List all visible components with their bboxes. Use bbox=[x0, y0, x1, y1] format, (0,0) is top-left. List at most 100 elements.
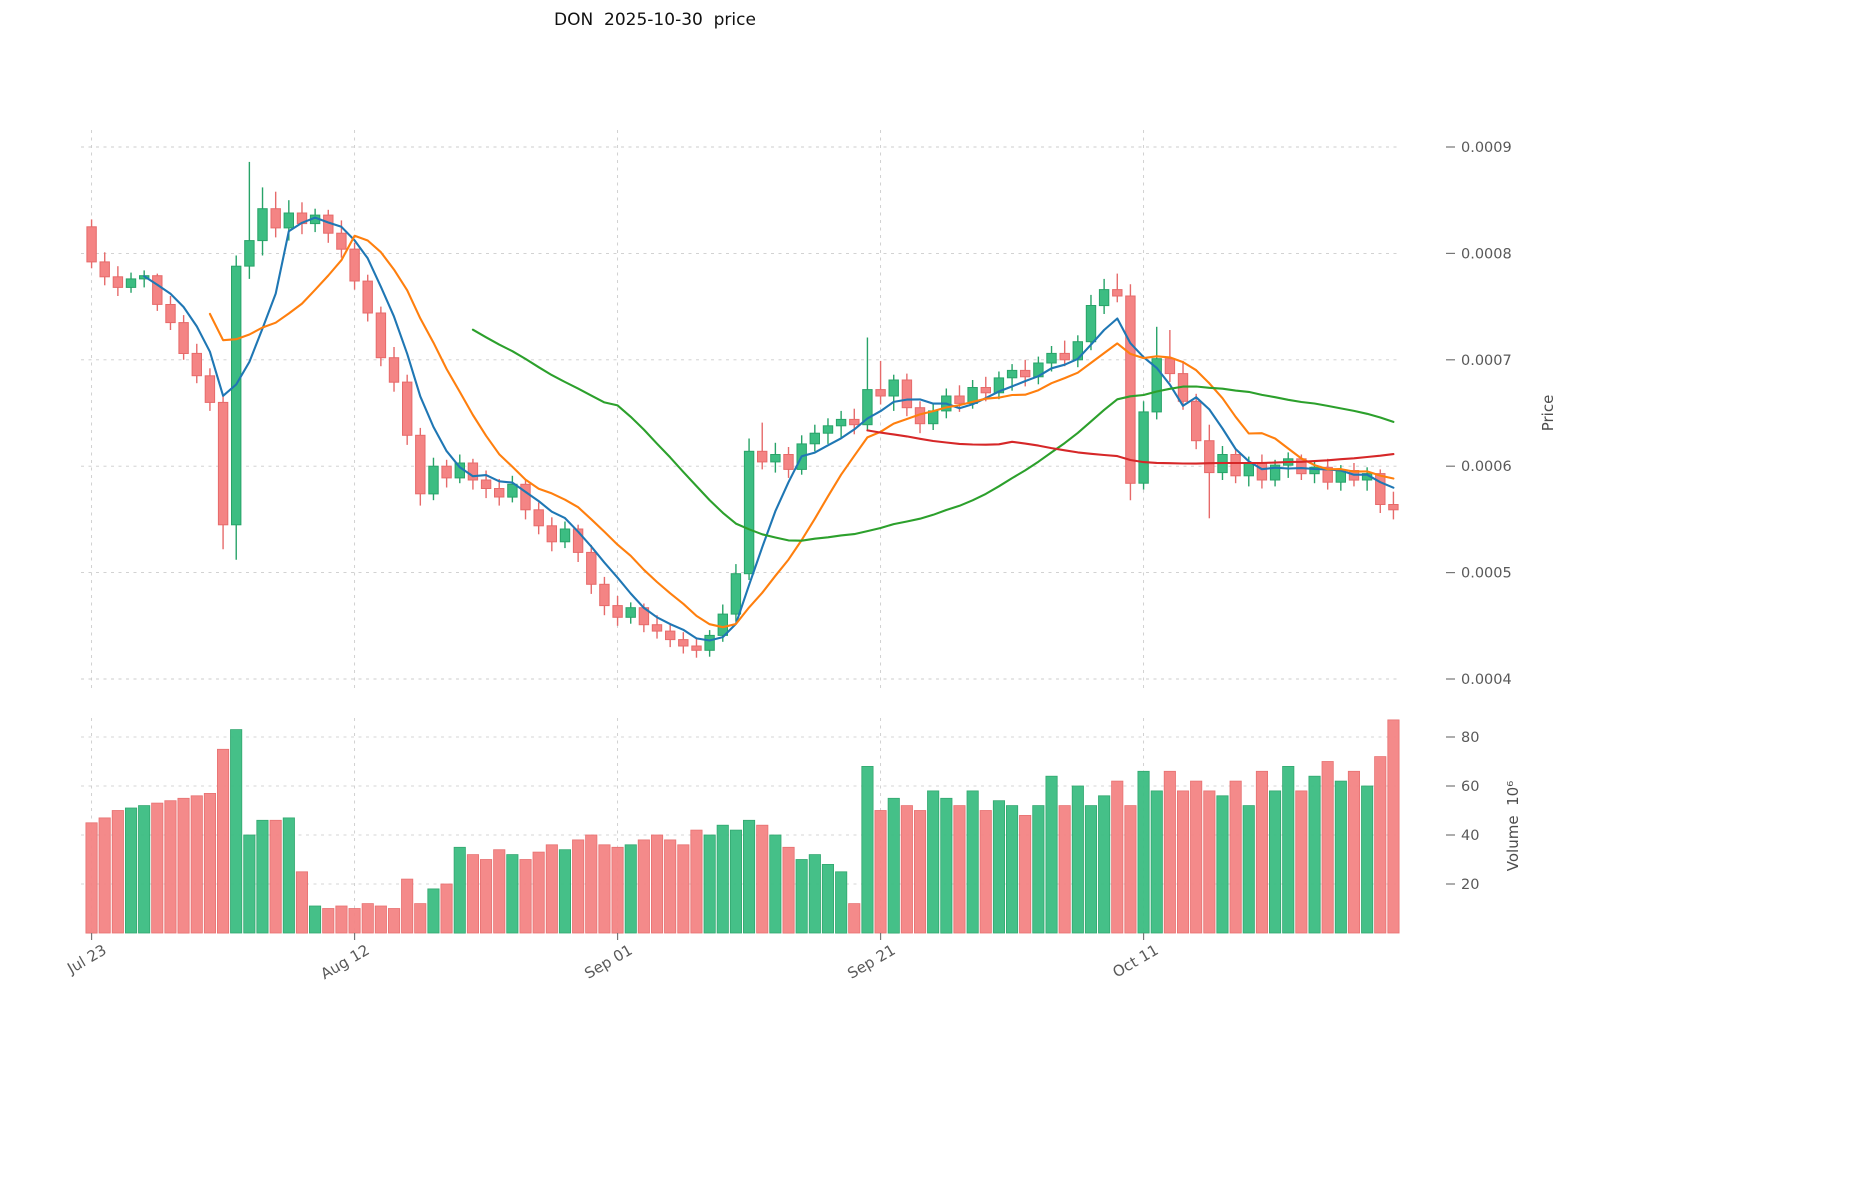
price-axis-title: Price bbox=[1539, 394, 1557, 432]
volume-bar bbox=[361, 903, 374, 934]
volume-bar bbox=[256, 819, 269, 934]
candle-body bbox=[99, 261, 110, 278]
volume-bar bbox=[1150, 790, 1163, 934]
candle-body bbox=[612, 605, 623, 618]
candle-body bbox=[875, 389, 886, 397]
candle-body bbox=[125, 278, 137, 288]
volume-bar bbox=[1216, 795, 1229, 934]
volume-bar bbox=[651, 834, 664, 934]
candle-body bbox=[204, 375, 216, 403]
volume-bar bbox=[479, 859, 493, 934]
candle-body bbox=[835, 418, 847, 427]
volume-bar bbox=[322, 908, 335, 934]
volume-bar bbox=[808, 854, 821, 934]
volume-bar bbox=[440, 883, 453, 934]
candle-body bbox=[349, 248, 360, 282]
volume-bar bbox=[795, 859, 808, 934]
candle-body bbox=[1006, 369, 1018, 379]
volume-bar bbox=[1242, 805, 1255, 934]
candle-body bbox=[783, 454, 794, 470]
volume-bar bbox=[927, 790, 940, 934]
price-tick-label: 0.0004 bbox=[1461, 672, 1512, 688]
price-panel bbox=[86, 161, 1399, 658]
candle-body bbox=[1138, 411, 1149, 484]
candle-body bbox=[1020, 369, 1031, 378]
candle-body bbox=[86, 226, 97, 263]
candle-body bbox=[1098, 289, 1110, 307]
price-tick-label: 0.0006 bbox=[1461, 459, 1512, 475]
volume-bar bbox=[1124, 805, 1137, 934]
volume-bar bbox=[900, 805, 913, 934]
volume-bar bbox=[453, 846, 466, 934]
candle-body bbox=[1125, 295, 1136, 484]
candle-body bbox=[362, 280, 373, 314]
price-tick-label: 0.0005 bbox=[1461, 566, 1512, 582]
volume-bar bbox=[1137, 770, 1150, 934]
volume-bar bbox=[1058, 805, 1071, 934]
candle-body bbox=[1112, 289, 1123, 297]
candle-body bbox=[1191, 400, 1202, 442]
volume-bar bbox=[545, 844, 558, 934]
volume-bar bbox=[98, 817, 111, 934]
volume-bar bbox=[414, 903, 427, 934]
candle-body bbox=[1375, 473, 1386, 506]
candle-body bbox=[1046, 352, 1057, 364]
candle-body bbox=[625, 607, 636, 618]
volume-bar bbox=[387, 908, 401, 934]
volume-bar bbox=[979, 810, 992, 934]
volume-tick-label: 40 bbox=[1461, 828, 1479, 844]
candle-body bbox=[494, 488, 505, 498]
candle-body bbox=[704, 634, 715, 651]
candle-body bbox=[599, 583, 610, 607]
volume-bar bbox=[637, 839, 650, 934]
candle-body bbox=[402, 381, 413, 436]
candle-body bbox=[533, 509, 544, 527]
volume-tick-label: 60 bbox=[1461, 779, 1479, 795]
candle-body bbox=[651, 624, 663, 632]
candle-body bbox=[336, 232, 347, 250]
volume-bar bbox=[611, 846, 624, 934]
volume-bar bbox=[821, 864, 834, 934]
volume-bar bbox=[164, 800, 177, 934]
candle-body bbox=[1230, 454, 1241, 477]
candle-body bbox=[152, 275, 163, 305]
candle-body bbox=[191, 352, 203, 377]
date-tick-label: Sep 21 bbox=[844, 941, 898, 983]
volume-bar bbox=[940, 797, 953, 934]
candle-body bbox=[165, 304, 176, 324]
volume-bar bbox=[190, 795, 203, 934]
volume-bar bbox=[743, 819, 756, 934]
volume-tick-label: 20 bbox=[1461, 877, 1479, 893]
candle-body bbox=[809, 432, 820, 445]
candle-body bbox=[888, 379, 899, 397]
volume-bar bbox=[558, 849, 571, 934]
volume-bar bbox=[1334, 780, 1347, 934]
volume-bar bbox=[874, 810, 887, 934]
candle-body bbox=[1269, 464, 1281, 481]
volume-bar bbox=[125, 807, 138, 934]
volume-bar bbox=[243, 834, 256, 934]
candle-body bbox=[270, 208, 281, 229]
ma60-line bbox=[866, 429, 1395, 465]
ma10-line bbox=[208, 234, 1395, 629]
candle-body bbox=[244, 240, 255, 267]
ma30-line bbox=[471, 328, 1395, 542]
ma5-line bbox=[143, 216, 1395, 642]
volume-bar bbox=[1203, 790, 1216, 934]
volume-bar bbox=[348, 908, 361, 934]
volume-bar bbox=[519, 859, 532, 934]
volume-bar bbox=[151, 802, 164, 934]
candle-body bbox=[178, 322, 189, 355]
date-tick-label: Aug 12 bbox=[318, 941, 373, 983]
volume-bar bbox=[1071, 785, 1084, 934]
volume-bar bbox=[1177, 790, 1190, 934]
candle-body bbox=[428, 465, 439, 495]
volume-bar bbox=[269, 819, 282, 934]
candle-body bbox=[665, 630, 676, 641]
volume-bar bbox=[493, 849, 506, 934]
candle-body bbox=[1164, 358, 1176, 375]
volume-bar bbox=[585, 834, 598, 934]
volume-bar bbox=[1387, 719, 1400, 934]
candle-body bbox=[1256, 462, 1268, 481]
volume-bar bbox=[914, 810, 927, 934]
